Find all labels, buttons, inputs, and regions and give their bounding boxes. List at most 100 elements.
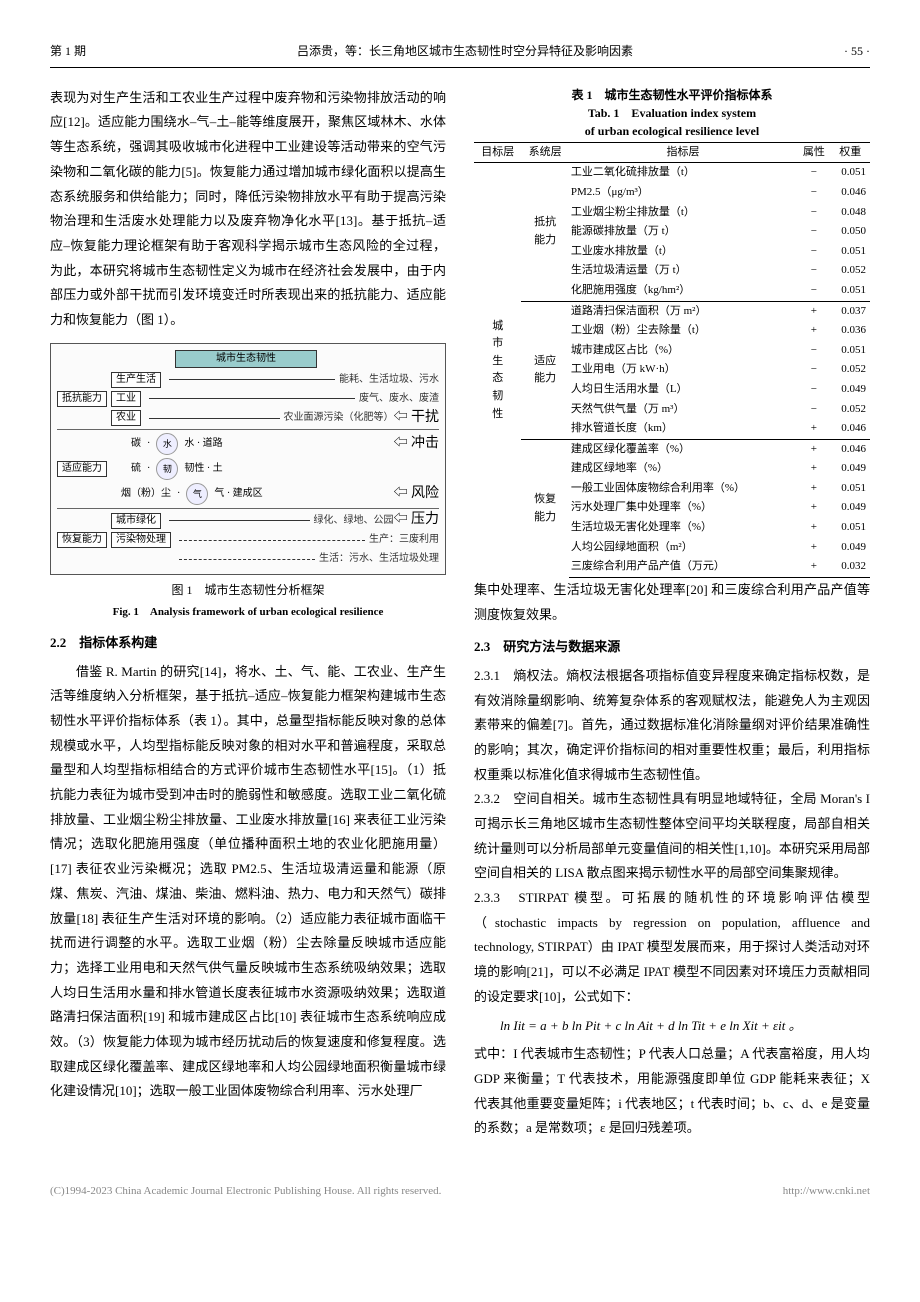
para-left-1: 表现为对生产生活和工农业生产过程中废弃物和污染物排放活动的响应[12]。适应能力… [50, 86, 446, 333]
weight-cell: 0.037 [831, 301, 870, 321]
attr-cell: − [797, 203, 830, 223]
weight-cell: 0.051 [831, 341, 870, 361]
indicator-cell: 道路清扫保洁面积（万 m²） [569, 301, 797, 321]
para-right-0: 集中处理率、生活垃圾无害化处理率[20] 和三废综合利用产品产值等测度恢复效果。 [474, 578, 870, 627]
indicator-cell: 化肥施用强度（kg/hm²） [569, 281, 797, 301]
stirpat-formula: ln Iit = a + b ln Pit + c ln Ait + d ln … [474, 1014, 870, 1039]
weight-cell: 0.049 [831, 538, 870, 558]
page: 第 1 期 吕添贵，等：长三角地区城市生态韧性时空分异特征及影响因素 · 55 … [0, 0, 920, 1222]
indicator-cell: 人均日生活用水量（L） [569, 380, 797, 400]
th-system: 系统层 [521, 142, 568, 163]
table-1-caption: 表 1 城市生态韧性水平评价指标体系 Tab. 1 Evaluation ind… [474, 86, 870, 140]
figure-1: 城市生态韧性 抵抗能力生产生活能耗、生活垃圾、污水 抵抗能力工业废气、废水、废渣… [50, 343, 446, 623]
system-cell: 抵抗能力 [521, 163, 568, 301]
attr-cell: − [797, 360, 830, 380]
target-cell: 城市生态韧性 [474, 163, 521, 577]
attr-cell: + [797, 538, 830, 558]
indicator-cell: 人均公园绿地面积（m²） [569, 538, 797, 558]
indicator-cell: 污水处理厂集中处理率（%） [569, 498, 797, 518]
page-number: · 55 · [844, 40, 870, 63]
attr-cell: − [797, 281, 830, 301]
attr-cell: + [797, 557, 830, 577]
table-row: 城市生态韧性抵抗能力工业二氧化硫排放量（t）−0.051 [474, 163, 870, 183]
indicator-cell: 工业用电（万 kW·h） [569, 360, 797, 380]
attr-cell: − [797, 261, 830, 281]
weight-cell: 0.051 [831, 163, 870, 183]
indicator-cell: 城市建成区占比（%） [569, 341, 797, 361]
attr-cell: − [797, 341, 830, 361]
para-2-3-3b: 式中：I 代表城市生态韧性；P 代表人口总量；A 代表富裕度，用人均 GDP 来… [474, 1042, 870, 1141]
table-row: 适应能力道路清扫保洁面积（万 m²）+0.037 [474, 301, 870, 321]
para-2-3-2: 2.3.2 空间自相关。城市生态韧性具有明显地域特征，全局 Moran's I … [474, 787, 870, 886]
indicator-cell: 排水管道长度（km） [569, 419, 797, 439]
weight-cell: 0.051 [831, 281, 870, 301]
attr-cell: − [797, 222, 830, 242]
table-row: 恢复能力建成区绿化覆盖率（%）+0.046 [474, 439, 870, 459]
weight-cell: 0.032 [831, 557, 870, 577]
figure-1-diagram: 城市生态韧性 抵抗能力生产生活能耗、生活垃圾、污水 抵抗能力工业废气、废水、废渣… [50, 343, 446, 576]
th-attr: 属性 [797, 142, 830, 163]
attr-cell: + [797, 439, 830, 459]
attr-cell: + [797, 321, 830, 341]
para-2-3-3a: 2.3.3 STIRPAT 模型。可拓展的随机性的环境影响评估模型（stocha… [474, 886, 870, 1009]
indicator-cell: 工业烟尘粉尘排放量（t） [569, 203, 797, 223]
running-title: 吕添贵，等：长三角地区城市生态韧性时空分异特征及影响因素 [297, 40, 633, 63]
attr-cell: + [797, 301, 830, 321]
weight-cell: 0.052 [831, 400, 870, 420]
weight-cell: 0.050 [831, 222, 870, 242]
attr-cell: − [797, 400, 830, 420]
table-1: 目标层 系统层 指标层 属性 权重 城市生态韧性抵抗能力工业二氧化硫排放量（t）… [474, 142, 870, 578]
fig1-adapt: 适应能力 [57, 461, 107, 477]
weight-cell: 0.051 [831, 242, 870, 262]
indicator-cell: 建成区绿地率（%） [569, 459, 797, 479]
indicator-cell: 一般工业固体废物综合利用率（%） [569, 479, 797, 499]
th-indicator: 指标层 [569, 142, 797, 163]
indicator-cell: PM2.5（μg/m³） [569, 183, 797, 203]
weight-cell: 0.046 [831, 439, 870, 459]
th-weight: 权重 [831, 142, 870, 163]
indicator-cell: 建成区绿化覆盖率（%） [569, 439, 797, 459]
indicator-cell: 三废综合利用产品产值（万元） [569, 557, 797, 577]
weight-cell: 0.051 [831, 518, 870, 538]
weight-cell: 0.049 [831, 380, 870, 400]
two-column-body: 表现为对生产生活和工农业生产过程中废弃物和污染物排放活动的响应[12]。适应能力… [50, 86, 870, 1141]
weight-cell: 0.052 [831, 360, 870, 380]
weight-cell: 0.049 [831, 459, 870, 479]
attr-cell: + [797, 459, 830, 479]
heading-2-3: 2.3 研究方法与数据来源 [474, 635, 870, 660]
footer-copyright: (C)1994-2023 China Academic Journal Elec… [50, 1181, 441, 1202]
system-cell: 适应能力 [521, 301, 568, 439]
indicator-cell: 工业二氧化硫排放量（t） [569, 163, 797, 183]
figure-1-caption: 图 1 城市生态韧性分析框架 Fig. 1 Analysis framework… [50, 579, 446, 623]
indicator-cell: 工业废水排放量（t） [569, 242, 797, 262]
th-target: 目标层 [474, 142, 521, 163]
indicator-cell: 工业烟（粉）尘去除量（t） [569, 321, 797, 341]
attr-cell: + [797, 419, 830, 439]
attr-cell: + [797, 479, 830, 499]
attr-cell: − [797, 380, 830, 400]
heading-2-2: 2.2 指标体系构建 [50, 631, 446, 656]
weight-cell: 0.051 [831, 479, 870, 499]
para-2-3-1: 2.3.1 熵权法。熵权法根据各项指标值变异程度来确定指标权数，是有效消除量纲影… [474, 664, 870, 787]
indicator-cell: 生活垃圾无害化处理率（%） [569, 518, 797, 538]
fig1-title-box: 城市生态韧性 [175, 350, 317, 368]
indicator-cell: 天然气供气量（万 m³） [569, 400, 797, 420]
page-footer: (C)1994-2023 China Academic Journal Elec… [50, 1181, 870, 1202]
issue-number: 第 1 期 [50, 40, 86, 63]
left-column: 表现为对生产生活和工农业生产过程中废弃物和污染物排放活动的响应[12]。适应能力… [50, 86, 446, 1141]
indicator-cell: 生活垃圾清运量（万 t） [569, 261, 797, 281]
weight-cell: 0.049 [831, 498, 870, 518]
attr-cell: − [797, 242, 830, 262]
weight-cell: 0.036 [831, 321, 870, 341]
attr-cell: + [797, 518, 830, 538]
right-column: 表 1 城市生态韧性水平评价指标体系 Tab. 1 Evaluation ind… [474, 86, 870, 1141]
weight-cell: 0.048 [831, 203, 870, 223]
attr-cell: − [797, 163, 830, 183]
system-cell: 恢复能力 [521, 439, 568, 577]
indicator-cell: 能源碳排放量（万 t） [569, 222, 797, 242]
attr-cell: − [797, 183, 830, 203]
weight-cell: 0.046 [831, 183, 870, 203]
fig1-recover: 恢复能力 [57, 532, 107, 548]
fig1-resist: 抵抗能力 [57, 391, 107, 407]
attr-cell: + [797, 498, 830, 518]
